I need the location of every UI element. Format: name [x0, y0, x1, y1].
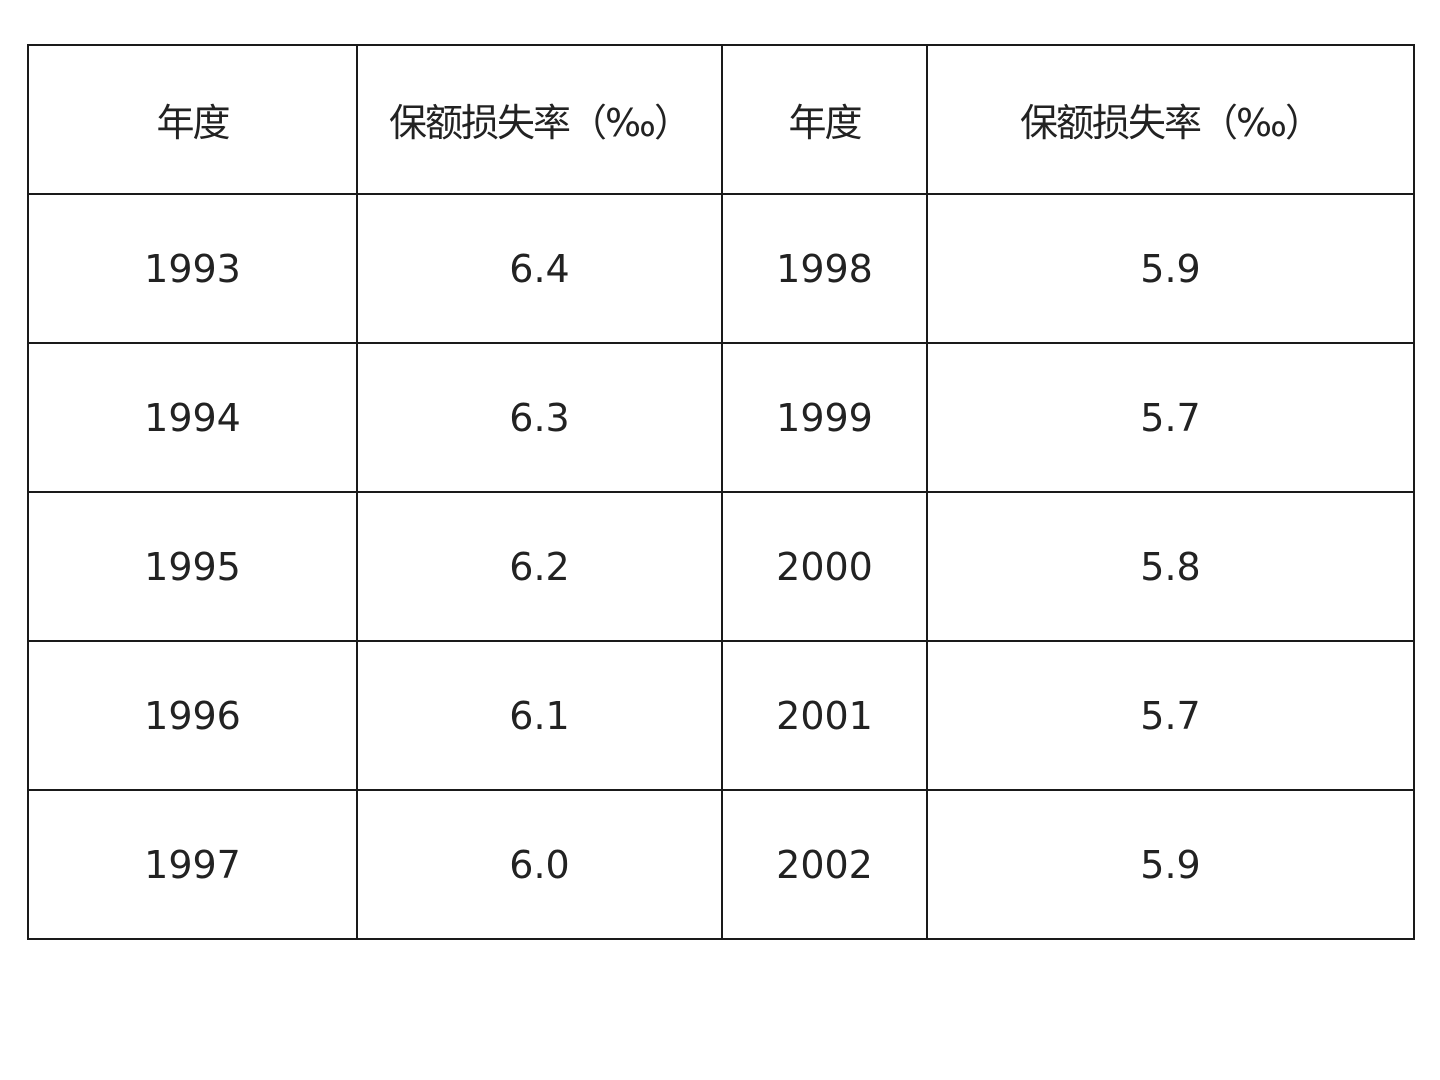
cell: 1994 [27, 342, 358, 493]
cell: 1997 [27, 789, 358, 940]
cell: 2001 [721, 640, 928, 791]
data-row: 1997 6.0 2002 5.9 [27, 789, 1415, 940]
cell: 6.3 [356, 342, 723, 493]
cell: 2002 [721, 789, 928, 940]
data-row: 1994 6.3 1999 5.7 [27, 342, 1415, 493]
header-cell: 保额损失率（‰） [356, 44, 723, 195]
cell: 6.1 [356, 640, 723, 791]
cell: 6.2 [356, 491, 723, 642]
cell: 1995 [27, 491, 358, 642]
cell: 5.7 [926, 342, 1415, 493]
header-cell: 保额损失率（‰） [926, 44, 1415, 195]
cell: 5.8 [926, 491, 1415, 642]
header-cell: 年度 [721, 44, 928, 195]
table-body: 年度 保额损失率（‰） 年度 保额损失率（‰） 1993 6.4 1998 5.9 1994 6.… [27, 44, 1415, 940]
cell: 1998 [721, 193, 928, 344]
cell: 5.9 [926, 789, 1415, 940]
cell: 5.9 [926, 193, 1415, 344]
cell: 5.7 [926, 640, 1415, 791]
header-cell: 年度 [27, 44, 358, 195]
cell: 6.4 [356, 193, 723, 344]
cell: 1996 [27, 640, 358, 791]
header-row: 年度 保额损失率（‰） 年度 保额损失率（‰） [27, 44, 1415, 195]
cell: 1993 [27, 193, 358, 344]
cell: 2000 [721, 491, 928, 642]
data-row: 1996 6.1 2001 5.7 [27, 640, 1415, 791]
loss-rate-table: 年度 保额损失率（‰） 年度 保额损失率（‰） 1993 6.4 1998 5.9 1994 6.… [27, 44, 1415, 940]
cell: 6.0 [356, 789, 723, 940]
cell: 1999 [721, 342, 928, 493]
data-row: 1993 6.4 1998 5.9 [27, 193, 1415, 344]
data-row: 1995 6.2 2000 5.8 [27, 491, 1415, 642]
